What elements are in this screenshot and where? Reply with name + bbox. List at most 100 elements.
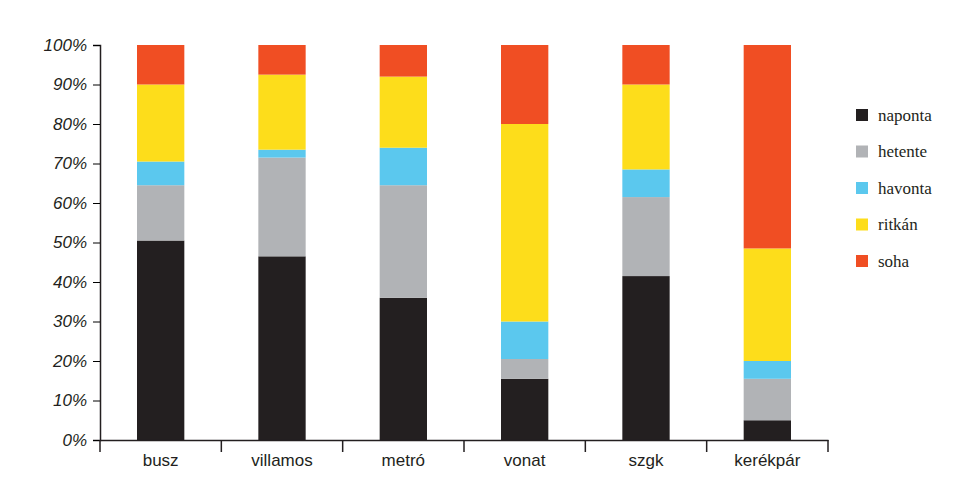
y-tick: 100% (44, 36, 100, 55)
legend-swatch (856, 146, 868, 158)
legend-swatch (856, 255, 868, 267)
bar-segment (622, 276, 669, 440)
bar-segment (258, 75, 305, 150)
y-tick-mark (93, 322, 100, 323)
bar-segment (137, 45, 184, 85)
y-tick-mark (93, 124, 100, 125)
series-group (137, 158, 791, 421)
y-tick-label: 90% (53, 75, 87, 94)
legend: naponta hetente havonta ritkán soha (856, 106, 932, 271)
x-tick: metró (382, 451, 425, 470)
y-tick-mark (93, 243, 100, 244)
y-tick-label: 100% (44, 36, 87, 55)
legend-swatch (856, 182, 868, 194)
y-tick-label: 10% (53, 391, 87, 410)
bar-segment (501, 322, 548, 360)
y-tick: 30% (53, 312, 100, 331)
bar-segment (622, 169, 669, 197)
legend-item: ritkán (856, 215, 918, 234)
chart: 0% 10% 20% 30% 40% 50% 60% 70% 80% 90% 100% busz vil… (0, 0, 978, 497)
bar-segment (744, 361, 791, 379)
y-tick: 80% (53, 115, 100, 134)
category-divider (827, 440, 829, 452)
x-tick-label: busz (143, 451, 179, 470)
x-axis: busz villamos metró vonat szgk kerékpár (100, 440, 829, 470)
category-divider (342, 440, 344, 452)
category-dividers (100, 440, 828, 452)
legend-item: soha (856, 252, 910, 271)
category-divider (585, 440, 587, 452)
y-tick: 50% (53, 233, 100, 252)
legend-label: havonta (878, 179, 932, 198)
bar-segment (137, 85, 184, 162)
x-tick-label: villamos (251, 451, 312, 470)
y-tick-label: 0% (62, 431, 87, 450)
bar-segment (501, 379, 548, 440)
series-group (137, 75, 791, 361)
bar-segment (258, 150, 305, 158)
y-axis: 0% 10% 20% 30% 40% 50% 60% 70% 80% 90% 100% (44, 36, 101, 450)
y-tick-mark (93, 361, 100, 362)
bar-segment (622, 85, 669, 170)
bar-segment (380, 298, 427, 440)
x-tick: szgk (629, 451, 664, 470)
bar-segment (501, 359, 548, 379)
y-tick: 90% (53, 75, 100, 94)
y-tick-mark (93, 45, 100, 46)
series-group (137, 45, 791, 248)
y-tick-label: 30% (53, 312, 87, 331)
bar-segment (501, 45, 548, 124)
y-tick: 0% (62, 431, 100, 450)
x-tick-label: kerékpár (734, 451, 800, 470)
bar-segment (744, 379, 791, 420)
y-tick-mark (93, 85, 100, 86)
legend-label: hetente (878, 142, 927, 161)
y-tick-label: 60% (53, 194, 87, 213)
bar-segment (744, 45, 791, 248)
y-tick-label: 70% (53, 154, 87, 173)
y-tick: 20% (52, 352, 100, 371)
bar-segment (258, 256, 305, 440)
y-tick-mark (93, 203, 100, 204)
bar-segment (622, 197, 669, 276)
y-tick-label: 40% (53, 273, 87, 292)
legend-swatch (856, 109, 868, 121)
bar-segment (380, 77, 427, 148)
legend-label: naponta (878, 106, 932, 125)
legend-item: hetente (856, 142, 927, 161)
y-tick-label: 80% (53, 115, 87, 134)
category-divider (99, 440, 101, 452)
y-tick-mark (93, 282, 100, 283)
bar-segment (744, 420, 791, 440)
bar-segment (258, 45, 305, 75)
legend-label: soha (878, 252, 910, 271)
bar-segment (137, 185, 184, 240)
x-tick: vonat (504, 451, 546, 470)
y-tick-mark (93, 401, 100, 402)
plot: 0% 10% 20% 30% 40% 50% 60% 70% 80% 90% 100% busz vil… (44, 36, 829, 470)
x-tick-label: vonat (504, 451, 546, 470)
y-tick-label: 20% (52, 352, 87, 371)
bars (137, 45, 791, 440)
bar-segment (137, 162, 184, 186)
bar-segment (258, 158, 305, 257)
legend-item: naponta (856, 106, 932, 125)
bar-segment (622, 45, 669, 85)
y-tick: 10% (53, 391, 100, 410)
bar-segment (137, 241, 184, 440)
y-tick: 60% (53, 194, 100, 213)
x-tick: kerékpár (734, 451, 800, 470)
bar-segment (380, 185, 427, 298)
y-tick-mark (93, 164, 100, 165)
legend-swatch (856, 219, 868, 231)
series-group (137, 148, 791, 379)
y-tick-mark (93, 440, 100, 441)
x-tick: villamos (251, 451, 312, 470)
y-axis-line (93, 46, 101, 441)
bar-segment (380, 148, 427, 186)
category-divider (706, 440, 708, 452)
legend-item: havonta (856, 179, 932, 198)
x-tick: busz (143, 451, 179, 470)
legend-label: ritkán (878, 215, 918, 234)
y-tick: 40% (53, 273, 100, 292)
